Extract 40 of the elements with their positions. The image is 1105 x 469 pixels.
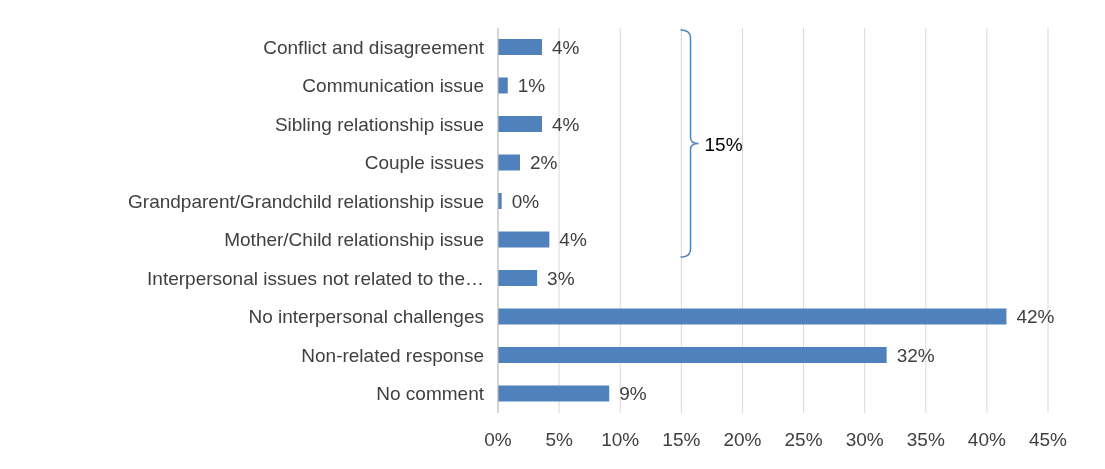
x-tick-label: 20% [723,429,762,451]
data-label: 42% [1016,306,1055,328]
bar [498,77,508,94]
bar [498,308,1007,325]
x-tick-label: 0% [484,429,512,451]
bar [498,39,542,55]
x-tick-label: 25% [784,429,823,451]
data-label: 4% [552,113,580,135]
bar [498,231,550,248]
x-tick-label: 35% [906,429,945,451]
x-tick-label: 30% [845,429,884,451]
data-label: 32% [896,344,935,366]
data-label: 4% [552,36,580,58]
data-label: 9% [619,383,647,405]
data-label: 4% [559,229,587,251]
data-label: 0% [511,190,540,212]
y-tick-label: Conflict and disagreement [263,36,485,58]
y-tick-label: Mother/Child relationship issue [224,229,484,251]
y-tick-label: Sibling relationship issue [274,114,484,135]
y-tick-label: Communication issue [302,75,484,97]
bar [498,154,520,171]
y-tick-label: Couple issues [364,152,484,174]
x-tick-label: 40% [967,429,1007,451]
data-label: 3% [547,267,575,289]
bar [498,270,538,286]
y-tick-label: Non-related response [301,344,484,366]
annotation: 15% [704,133,743,155]
x-tick-label: 45% [1028,429,1068,451]
y-tick-label: No comment [376,383,485,405]
bar [498,347,887,363]
bar [498,385,610,402]
y-tick-label: Interpersonal issues not related to the… [147,267,484,289]
data-label: 1% [517,75,546,97]
x-tick-label: 5% [545,429,573,451]
x-tick-label: 15% [662,429,701,451]
y-tick-label: No interpersonal challenges [248,306,484,328]
data-label: 2% [530,152,558,174]
x-tick-label: 10% [601,429,640,451]
bar [498,116,542,132]
y-tick-label: Grandparent/Grandchild relationship issue [128,190,484,212]
